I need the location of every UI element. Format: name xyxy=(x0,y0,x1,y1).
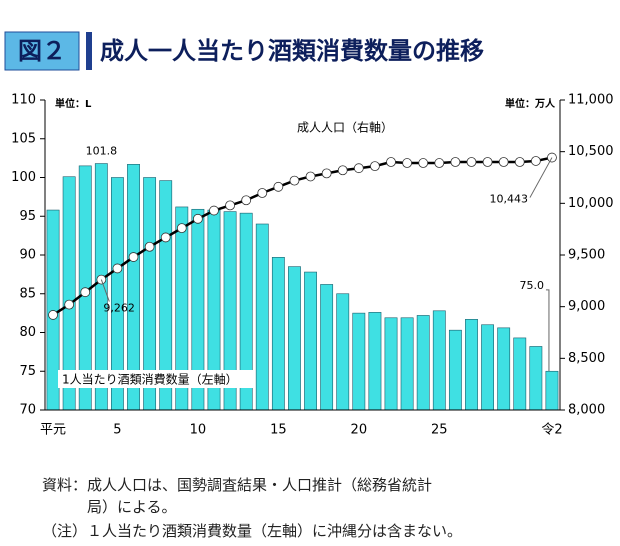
marker xyxy=(241,195,252,206)
series-label: 成人人口（右軸） xyxy=(297,120,393,135)
marker xyxy=(192,213,203,224)
x-tick-label: 10 xyxy=(190,423,207,438)
x-tick-label: 令2 xyxy=(541,423,562,438)
bar xyxy=(465,319,478,411)
marker xyxy=(80,287,91,298)
bar xyxy=(304,271,317,411)
bar xyxy=(255,223,269,411)
note: 資料：成人人口は、国勢調査結果・人口推計（総務省統計 xyxy=(42,476,433,494)
y2-tick-label: 10,500 xyxy=(568,144,614,159)
y-tick-label: 95 xyxy=(19,209,36,224)
marker xyxy=(337,165,348,176)
data-label: 75.0 xyxy=(519,279,544,292)
marker xyxy=(450,157,461,167)
bar xyxy=(288,266,301,411)
y2-unit: 単位：万人 xyxy=(505,97,556,110)
marker xyxy=(514,157,525,167)
y-tick-label: 90 xyxy=(19,248,36,263)
data-label: 101.8 xyxy=(86,145,118,158)
marker xyxy=(48,310,58,320)
marker xyxy=(498,157,509,167)
x-tick-label: 5 xyxy=(113,423,121,438)
marker xyxy=(209,205,219,216)
marker xyxy=(386,157,396,167)
leader xyxy=(100,279,110,302)
bar xyxy=(352,312,366,411)
note: 局）による。 xyxy=(42,498,177,516)
marker xyxy=(225,200,235,211)
marker xyxy=(128,252,139,262)
x-tick-label: 平元 xyxy=(40,423,66,438)
y-tick-label: 80 xyxy=(19,325,36,340)
marker xyxy=(353,163,364,174)
y-tick-label: 110 xyxy=(11,93,36,108)
y2-tick-label: 9,500 xyxy=(568,248,605,263)
series-label-bg xyxy=(58,370,254,388)
bar xyxy=(368,312,382,411)
note: （注）１人当たり酒類消費数量（左軸）に沖縄分は含まない。 xyxy=(42,522,463,540)
x-tick-label: 20 xyxy=(351,423,368,438)
marker xyxy=(112,263,123,274)
marker xyxy=(370,161,380,172)
bar xyxy=(545,370,559,411)
y2-tick-label: 11,000 xyxy=(568,93,614,108)
y2-tick-label: 8,500 xyxy=(568,351,605,366)
bar xyxy=(400,317,414,411)
marker xyxy=(160,232,171,243)
series-label: 1人当たり酒類消費数量（左軸） xyxy=(62,372,238,387)
marker xyxy=(176,223,187,234)
figure-label-box xyxy=(4,31,80,71)
marker xyxy=(321,168,332,179)
chart-title: 成人一人当たり酒類消費数量の推移 xyxy=(100,37,484,65)
x-tick-label: 15 xyxy=(270,423,287,438)
y2-tick-label: 9,000 xyxy=(568,299,605,314)
y-tick-label: 75 xyxy=(19,364,36,379)
y2-tick-label: 8,000 xyxy=(568,403,605,418)
bar xyxy=(384,317,398,411)
marker xyxy=(418,158,429,168)
y-tick-label: 85 xyxy=(19,286,36,301)
bar xyxy=(432,310,446,411)
bar xyxy=(448,329,462,411)
chart: 図２ 成人一人当たり酒類消費数量の推移 単位：L 単位：万人 70 75 80 85 9… xyxy=(4,31,614,438)
marker xyxy=(144,241,155,252)
bar xyxy=(416,315,430,411)
y-tick-label: 70 xyxy=(19,403,36,418)
marker xyxy=(434,158,445,168)
marker xyxy=(64,299,75,310)
data-label: 9,262 xyxy=(103,302,135,315)
bar xyxy=(481,324,494,411)
y-unit: 単位：L xyxy=(55,97,92,110)
title-bar xyxy=(86,32,92,70)
leader xyxy=(545,289,550,372)
marker xyxy=(257,188,268,198)
bar xyxy=(336,293,350,411)
marker xyxy=(305,171,316,182)
marker xyxy=(466,157,477,167)
marker xyxy=(482,157,493,167)
bar xyxy=(497,327,511,411)
y-tick-label: 105 xyxy=(11,131,36,146)
y-tick-label: 100 xyxy=(11,170,36,185)
y2-tick-label: 10,000 xyxy=(568,196,614,211)
marker xyxy=(402,158,413,168)
bar xyxy=(320,284,334,411)
bar xyxy=(271,257,285,411)
x-tick-label: 25 xyxy=(431,423,448,438)
leader xyxy=(529,157,553,198)
marker xyxy=(273,181,284,192)
marker xyxy=(289,175,300,186)
bar xyxy=(513,337,527,411)
figure-label: 図２ xyxy=(18,37,66,65)
marker xyxy=(530,156,541,166)
bar xyxy=(46,209,60,411)
bar xyxy=(529,346,543,411)
data-label: 10,443 xyxy=(489,193,528,206)
